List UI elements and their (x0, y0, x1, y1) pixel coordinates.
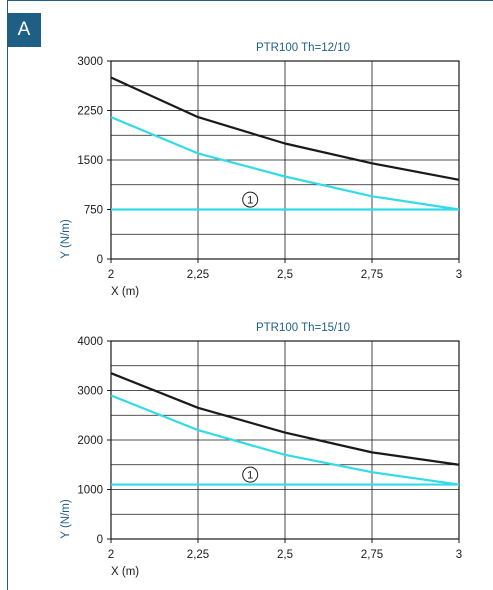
chart1-ylabel: Y (N/m) (60, 219, 72, 259)
chart2-marker-label: 1 (247, 470, 253, 482)
chart2-series-line-1 (110, 372, 460, 466)
chart2-xtick-label-2: 2,5 (277, 549, 293, 561)
chart1-marker-circle (242, 191, 259, 208)
chart2-ytick-label-3: 3000 (77, 386, 103, 398)
frame-top-line (7, 0, 493, 1)
chart1-title: PTR100 Th=12/10 (256, 42, 350, 54)
frame-left-line (7, 0, 8, 590)
chart2-title: PTR100 Th=15/10 (256, 322, 350, 334)
chart1-xtick-label-1: 2,25 (187, 269, 209, 281)
chart2-series-line-2 (110, 394, 460, 486)
chart1-ytick-label-1: 750 (84, 205, 103, 217)
chart1-xtick-label-0: 2 (108, 269, 114, 281)
chart1-series-line-2 (110, 116, 460, 211)
chart1-xlabel: X (m) (111, 286, 139, 298)
chart2-xlabel: X (m) (111, 566, 139, 578)
chart1-ytick-label-4: 3000 (77, 56, 103, 68)
chart2-marker-circle (242, 466, 259, 483)
chart2-ytick-label-4: 4000 (77, 336, 103, 348)
chart1-ytick-label-3: 2250 (77, 106, 103, 118)
chart2-xtick-label-0: 2 (108, 549, 114, 561)
chart1-xtick-label-2: 2,5 (277, 269, 293, 281)
chart2-ytick-label-1: 1000 (77, 485, 103, 497)
chart2-xtick-label-1: 2,25 (187, 549, 209, 561)
chart2-xtick-label-4: 3 (456, 549, 462, 561)
chart1-xtick-label-4: 3 (456, 269, 462, 281)
chart1-ytick-label-2: 1500 (77, 155, 103, 167)
chart2-ylabel: Y (N/m) (60, 499, 72, 539)
panel-label-badge: A (7, 13, 41, 47)
chart1-xtick-label-3: 2,75 (361, 269, 383, 281)
chart1-marker-label: 1 (247, 195, 253, 207)
chart2-ytick-label-2: 2000 (77, 435, 103, 447)
chart2-xtick-label-3: 2,75 (361, 549, 383, 561)
chart1-ytick-label-0: 0 (97, 254, 103, 266)
chart1-series-line-1 (110, 76, 460, 181)
chart2-ytick-label-0: 0 (97, 534, 103, 546)
